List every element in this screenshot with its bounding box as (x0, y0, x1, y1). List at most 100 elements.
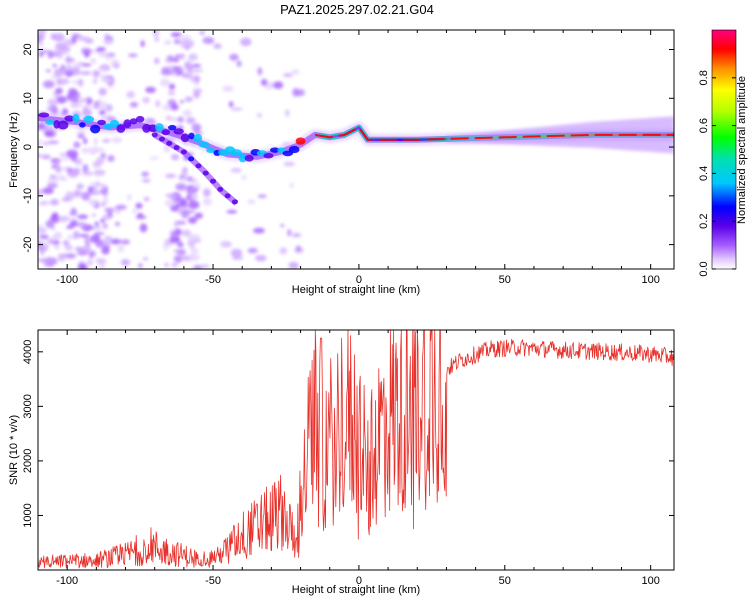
heatmap-noise-blob (64, 244, 73, 251)
snr-series-line (38, 330, 674, 569)
heatmap-noise-blob (47, 98, 58, 106)
heatmap-noise-blob (120, 239, 131, 245)
heatmap-noise-blob (77, 214, 89, 220)
heatmap-noise-blob (47, 177, 59, 184)
colorbar-tick-label: 0.2 (698, 214, 710, 229)
ridge-core-blob (198, 141, 210, 148)
heatmap-noise-blob (141, 178, 151, 183)
heatmap-noise-blob (186, 117, 196, 125)
ridge-core-blob (180, 133, 190, 143)
heatmap-noise-blob (229, 53, 239, 61)
heatmap-noise-blob (100, 218, 106, 223)
heatmap-noise-blob (57, 215, 70, 223)
heatmap-noise-blob (76, 131, 86, 135)
ridge-core-blob (72, 113, 80, 123)
heatmap-noise-blob (145, 86, 156, 94)
branch-core-blob (217, 186, 224, 192)
heatmap-noise-blob (61, 78, 70, 85)
heatmap-noise-blob (105, 55, 112, 60)
heatmap-noise-blob (202, 197, 213, 206)
heatmap-noise-blob (107, 84, 114, 89)
heatmap-noise-blob (170, 104, 179, 111)
ridge-core-blob (188, 132, 195, 140)
heatmap-noise-blob (139, 223, 148, 233)
heatmap-noise-blob (199, 30, 205, 35)
heatmap-noise-blob (63, 39, 73, 47)
heatmap-noise-blob (60, 64, 66, 71)
heatmap-noise-blob (182, 109, 193, 117)
heatmap-noise-blob (66, 225, 74, 230)
heatmap-noise-blob (175, 183, 187, 191)
heatmap-noise-blob (104, 207, 115, 213)
heatmap-noise-blob (171, 263, 178, 267)
heatmap-noise-blob (187, 184, 196, 194)
heatmap-noise-blob (191, 63, 202, 68)
heatmap-noise-blob (79, 265, 89, 269)
heatmap-x-tick-label: -100 (56, 274, 78, 286)
heatmap-noise-blob (185, 176, 194, 181)
heatmap-noise-blob (140, 40, 145, 48)
heatmap-noise-blob (100, 75, 110, 79)
heatmap-noise-blob (179, 99, 184, 104)
heatmap-noise-blob (103, 235, 113, 243)
heatmap-noise-blob (92, 78, 98, 85)
heatmap-y-tick-label: 10 (22, 92, 34, 104)
snr-y-tick-label: 1000 (22, 503, 34, 527)
heatmap-noise-blob (38, 139, 43, 143)
heatmap-noise-blob (179, 177, 188, 182)
heatmap-noise-blob (184, 96, 194, 102)
heatmap-noise-blob (141, 171, 150, 177)
ridge-core-blob (288, 145, 300, 154)
heatmap-noise-blob (55, 87, 63, 94)
heatmap-noise-blob (240, 37, 252, 47)
snr-x-tick-label: -50 (205, 575, 221, 587)
heatmap-noise-blob (127, 194, 132, 201)
heatmap-noise-blob (247, 199, 256, 205)
ridge-core-blob (168, 124, 177, 131)
snr-axes: -100 -50 0 50 100 1000 2000 3000 4000 (22, 330, 674, 587)
heatmap-noise-blob (253, 227, 265, 234)
heatmap-noise-blob (167, 90, 176, 96)
heatmap-noise-blob (88, 199, 98, 206)
ridge-core-blob (238, 153, 248, 163)
ridge-core-blob (129, 118, 138, 125)
heatmap-noise-blob (38, 224, 43, 230)
ridge-core-blob (38, 112, 50, 118)
snr-y-tick-label: 2000 (22, 449, 34, 473)
branch-core-blob (202, 170, 209, 176)
heatmap-noise-blob (89, 250, 96, 258)
heatmap-noise-blob (90, 149, 96, 156)
heatmap-x-tick-label: 0 (356, 274, 362, 286)
heatmap-noise-blob (181, 209, 190, 219)
heatmap-noise-blob (87, 259, 93, 266)
heatmap-noise-blob (96, 46, 106, 52)
heatmap-noise-blob (230, 107, 243, 111)
snr-y-tick-label: 3000 (22, 394, 34, 418)
heatmap-y-tick-label: -10 (22, 188, 34, 204)
branch-core-blob (210, 178, 217, 184)
heatmap-noise-blob (92, 69, 101, 78)
heatmap-noise-blob (42, 141, 50, 146)
heatmap-noise-blob (257, 67, 263, 76)
branch-core-blob (166, 140, 173, 146)
heatmap-noise-blob (256, 113, 263, 118)
heatmap-noise-blob (288, 261, 299, 269)
heatmap-noise-blob (45, 219, 55, 229)
ridge-core-blob (142, 123, 151, 133)
heatmap-noise-blob (81, 147, 93, 154)
heatmap-noise-blob (41, 155, 51, 159)
heatmap-x-tick-label: 50 (499, 274, 511, 286)
ridge-core-blob (123, 119, 132, 129)
heatmap-noise-blob (79, 71, 92, 76)
heatmap-noise-blob (98, 51, 109, 58)
branch-core-blob (224, 193, 231, 199)
heatmap-noise-blob (89, 236, 99, 241)
heatmap-noise-blob (228, 101, 234, 108)
heatmap-noise-blob (51, 212, 59, 219)
heatmap-noise-blob (292, 87, 300, 97)
heatmap-noise-blob (56, 95, 67, 104)
ridge-core-blob (206, 148, 216, 154)
ridge-core-blob (45, 119, 56, 125)
snr-x-axis-label: Height of straight line (km) (292, 584, 420, 596)
heatmap-noise-blob (102, 198, 109, 203)
